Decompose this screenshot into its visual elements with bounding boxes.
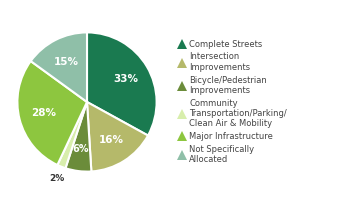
Text: 16%: 16% bbox=[99, 135, 124, 145]
Wedge shape bbox=[17, 61, 87, 165]
Text: 28%: 28% bbox=[31, 108, 56, 118]
Text: 33%: 33% bbox=[113, 74, 139, 84]
Wedge shape bbox=[87, 32, 157, 135]
Legend: Complete Streets, Intersection
Improvements, Bicycle/Pedestrian
Improvements, Co: Complete Streets, Intersection Improveme… bbox=[178, 40, 287, 164]
Wedge shape bbox=[87, 102, 148, 172]
Text: 6%: 6% bbox=[73, 144, 89, 154]
Text: 15%: 15% bbox=[54, 57, 79, 67]
Wedge shape bbox=[31, 32, 87, 102]
Wedge shape bbox=[65, 102, 92, 172]
Text: 2%: 2% bbox=[49, 174, 64, 183]
Wedge shape bbox=[57, 102, 87, 168]
